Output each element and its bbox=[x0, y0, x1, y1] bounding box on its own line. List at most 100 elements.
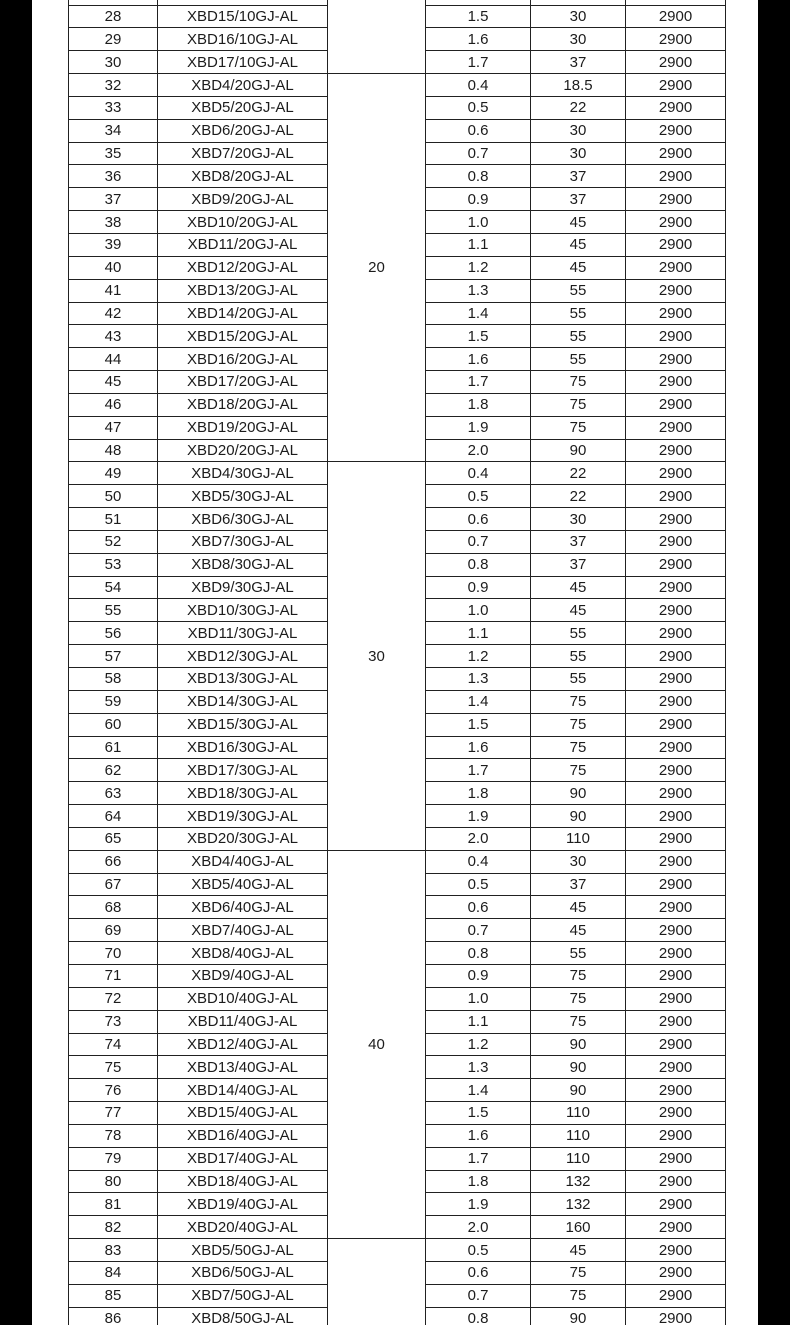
cell-index: 74 bbox=[68, 1032, 158, 1057]
cell-pressure: 0.4 bbox=[425, 849, 531, 874]
document-paper: 28 XBD15/10GJ-AL 1.5 30 2900 29 XBD16/10GJ-AL 1… bbox=[32, 0, 758, 1325]
table-row: 81 XBD19/40GJ-AL 1.9 132 2900 bbox=[68, 1192, 726, 1217]
cell-model: XBD8/50GJ-AL bbox=[157, 1306, 328, 1325]
cell-power: 132 bbox=[530, 1192, 626, 1217]
cell-speed: 2900 bbox=[625, 1055, 726, 1080]
cell-model: XBD8/20GJ-AL bbox=[157, 164, 328, 189]
cell-pressure: 0.8 bbox=[425, 941, 531, 965]
cell-model: XBD11/20GJ-AL bbox=[157, 232, 328, 257]
cell-power: 90 bbox=[530, 1055, 626, 1080]
cell-index: 55 bbox=[68, 598, 158, 623]
cell-model: XBD9/30GJ-AL bbox=[157, 575, 328, 600]
cell-pressure: 1.7 bbox=[425, 1146, 531, 1171]
table-row: 76 XBD14/40GJ-AL 1.4 90 2900 bbox=[68, 1078, 726, 1103]
cell-index: 42 bbox=[68, 301, 158, 326]
cell-pressure: 0.6 bbox=[425, 1260, 531, 1285]
cell-power: 30 bbox=[530, 4, 626, 29]
cell-speed: 2900 bbox=[625, 141, 726, 166]
cell-model: XBD11/40GJ-AL bbox=[157, 1009, 328, 1034]
table-row: 66 XBD4/40GJ-AL 40 0.4 30 2900 bbox=[68, 849, 726, 1240]
cell-power: 22 bbox=[530, 95, 626, 120]
cell-pressure: 1.1 bbox=[425, 232, 531, 257]
cell-power: 75 bbox=[530, 758, 626, 783]
cell-pressure: 2.0 bbox=[425, 438, 531, 463]
cell-pressure: 1.4 bbox=[425, 301, 531, 326]
cell-model: XBD12/40GJ-AL bbox=[157, 1032, 328, 1057]
cell-pressure: 1.1 bbox=[425, 621, 531, 646]
cell-model: XBD5/40GJ-AL bbox=[157, 872, 328, 897]
cell-pressure: 1.9 bbox=[425, 804, 531, 828]
table-row: 30 XBD17/10GJ-AL 1.7 37 2900 bbox=[68, 50, 726, 75]
cell-pressure: 0.7 bbox=[425, 141, 531, 166]
cell-index: 81 bbox=[68, 1192, 158, 1217]
cell-speed: 2900 bbox=[625, 1169, 726, 1194]
pump-table-body: 28 XBD15/10GJ-AL 1.5 30 2900 29 XBD16/10GJ-AL 1… bbox=[68, 0, 726, 1325]
cell-speed: 2900 bbox=[625, 781, 726, 806]
cell-speed: 2900 bbox=[625, 575, 726, 600]
cell-power: 45 bbox=[530, 918, 626, 943]
cell-pressure: 1.7 bbox=[425, 758, 531, 783]
cell-pressure: 1.9 bbox=[425, 415, 531, 440]
cell-speed: 2900 bbox=[625, 1283, 726, 1308]
cell-model: XBD19/30GJ-AL bbox=[157, 804, 328, 828]
cell-index: 38 bbox=[68, 210, 158, 234]
cell-power: 45 bbox=[530, 210, 626, 234]
cell-index: 50 bbox=[68, 484, 158, 509]
cell-power: 45 bbox=[530, 255, 626, 280]
table-row: 80 XBD18/40GJ-AL 1.8 132 2900 bbox=[68, 1169, 726, 1194]
cell-speed: 2900 bbox=[625, 210, 726, 234]
cell-pressure: 1.8 bbox=[425, 781, 531, 806]
cell-power: 30 bbox=[530, 849, 626, 874]
cell-speed: 2900 bbox=[625, 712, 726, 737]
table-wrap: 28 XBD15/10GJ-AL 1.5 30 2900 29 XBD16/10GJ-AL 1… bbox=[68, 0, 726, 1325]
cell-power: 30 bbox=[530, 118, 626, 143]
cell-pressure: 1.1 bbox=[425, 1009, 531, 1034]
cell-index: 67 bbox=[68, 872, 158, 897]
cell-index: 85 bbox=[68, 1283, 158, 1308]
cell-flow-group bbox=[327, 0, 426, 75]
table-row: 43 XBD15/20GJ-AL 1.5 55 2900 bbox=[68, 324, 726, 349]
cell-pressure: 0.4 bbox=[425, 73, 531, 97]
cell-pressure: 1.5 bbox=[425, 1101, 531, 1125]
cell-speed: 2900 bbox=[625, 529, 726, 554]
cell-model: XBD15/10GJ-AL bbox=[157, 4, 328, 29]
table-row: 59 XBD14/30GJ-AL 1.4 75 2900 bbox=[68, 689, 726, 714]
cell-power: 55 bbox=[530, 941, 626, 965]
table-row: 37 XBD9/20GJ-AL 0.9 37 2900 bbox=[68, 187, 726, 212]
cell-index: 47 bbox=[68, 415, 158, 440]
cell-power: 75 bbox=[530, 963, 626, 988]
cell-speed: 2900 bbox=[625, 461, 726, 486]
cell-index: 83 bbox=[68, 1238, 158, 1262]
cell-power: 55 bbox=[530, 621, 626, 646]
cell-index: 48 bbox=[68, 438, 158, 463]
cell-index: 29 bbox=[68, 27, 158, 52]
cell-speed: 2900 bbox=[625, 826, 726, 851]
cell-speed: 2900 bbox=[625, 392, 726, 417]
cell-model: XBD18/20GJ-AL bbox=[157, 392, 328, 417]
cell-index: 78 bbox=[68, 1123, 158, 1148]
cell-index: 36 bbox=[68, 164, 158, 189]
cell-index: 34 bbox=[68, 118, 158, 143]
table-row: 85 XBD7/50GJ-AL 0.7 75 2900 bbox=[68, 1283, 726, 1308]
cell-pressure: 1.3 bbox=[425, 667, 531, 691]
cell-power: 75 bbox=[530, 1009, 626, 1034]
cell-model: XBD16/30GJ-AL bbox=[157, 735, 328, 760]
cell-speed: 2900 bbox=[625, 301, 726, 326]
cell-model: XBD19/20GJ-AL bbox=[157, 415, 328, 440]
cell-index: 71 bbox=[68, 963, 158, 988]
cell-power: 45 bbox=[530, 598, 626, 623]
cell-index: 59 bbox=[68, 689, 158, 714]
cell-power: 90 bbox=[530, 1306, 626, 1325]
cell-pressure: 1.0 bbox=[425, 210, 531, 234]
cell-index: 58 bbox=[68, 667, 158, 691]
cell-pressure: 0.6 bbox=[425, 507, 531, 531]
cell-model: XBD7/30GJ-AL bbox=[157, 529, 328, 554]
cell-model: XBD5/20GJ-AL bbox=[157, 95, 328, 120]
cell-index: 39 bbox=[68, 232, 158, 257]
cell-flow-group: 30 bbox=[327, 461, 426, 851]
cell-index: 37 bbox=[68, 187, 158, 212]
table-row: 58 XBD13/30GJ-AL 1.3 55 2900 bbox=[68, 667, 726, 691]
cell-pressure: 1.6 bbox=[425, 27, 531, 52]
cell-pressure: 1.7 bbox=[425, 50, 531, 75]
cell-index: 41 bbox=[68, 278, 158, 303]
